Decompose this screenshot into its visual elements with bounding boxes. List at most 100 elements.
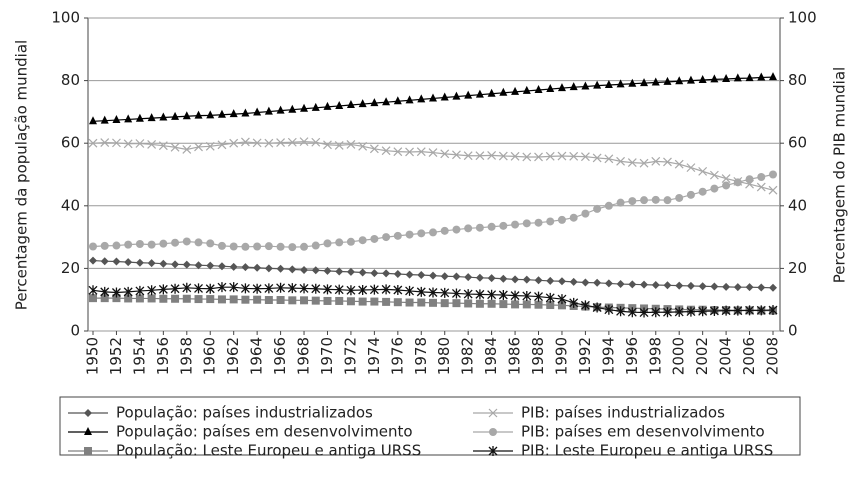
y2-tick-label: 20	[788, 259, 807, 277]
marker	[464, 224, 473, 233]
marker	[464, 299, 473, 308]
x-tick-label: 1974	[365, 337, 383, 375]
marker	[100, 138, 110, 147]
marker	[300, 265, 309, 274]
marker	[745, 305, 755, 316]
marker	[288, 265, 297, 274]
y-axis-label: Percentagem da população mundial	[13, 40, 31, 310]
marker	[346, 140, 356, 149]
marker	[627, 307, 637, 318]
marker	[405, 298, 414, 307]
marker	[604, 154, 614, 164]
marker	[475, 223, 484, 232]
x-tick-label: 1954	[130, 337, 148, 375]
marker	[229, 138, 239, 148]
marker	[89, 116, 97, 125]
marker	[393, 270, 402, 279]
marker	[194, 142, 203, 152]
marker	[323, 296, 332, 305]
marker	[358, 141, 368, 151]
marker	[135, 239, 144, 248]
marker	[757, 283, 766, 292]
marker	[311, 283, 321, 294]
marker	[475, 289, 485, 300]
marker	[769, 72, 777, 81]
marker	[217, 241, 226, 250]
marker	[358, 236, 367, 245]
marker	[593, 278, 602, 287]
marker	[241, 295, 250, 304]
marker	[604, 279, 613, 288]
marker	[475, 273, 484, 282]
marker	[698, 282, 707, 291]
legend-label: População: países industrializados	[116, 404, 373, 422]
marker	[511, 220, 520, 229]
marker	[159, 112, 168, 121]
marker	[334, 140, 344, 150]
marker	[135, 139, 145, 148]
plot-frame	[87, 17, 781, 332]
marker	[194, 110, 203, 119]
x-tick-label: 1982	[459, 337, 477, 375]
marker	[229, 282, 239, 293]
marker	[158, 284, 168, 295]
marker	[170, 283, 180, 294]
marker	[557, 301, 566, 310]
marker	[405, 147, 414, 157]
marker	[135, 294, 144, 303]
marker	[546, 276, 555, 285]
marker	[698, 74, 707, 83]
marker	[416, 286, 426, 297]
x-tick-label: 1998	[646, 337, 664, 375]
marker	[100, 257, 109, 266]
marker	[147, 285, 157, 296]
marker	[733, 178, 742, 187]
marker	[628, 197, 637, 206]
marker	[311, 296, 320, 305]
x-tick-label: 2006	[740, 337, 758, 375]
marker	[651, 307, 661, 318]
marker	[182, 294, 191, 303]
marker	[370, 269, 379, 278]
marker	[369, 284, 379, 295]
marker	[534, 276, 543, 285]
y2-tick-label: 60	[788, 134, 807, 152]
marker	[721, 305, 731, 316]
marker	[710, 282, 719, 291]
marker	[451, 288, 461, 299]
marker	[498, 151, 508, 161]
marker	[698, 187, 707, 196]
marker	[557, 151, 567, 161]
marker	[510, 290, 520, 301]
y-tick-label: 100	[51, 9, 80, 27]
x-tick-label: 1952	[107, 337, 125, 375]
marker	[722, 74, 731, 83]
marker	[276, 242, 285, 251]
legend-label: PIB: países industrializados	[521, 404, 725, 422]
marker	[182, 145, 192, 154]
marker	[88, 138, 98, 148]
marker	[487, 274, 496, 283]
marker	[405, 95, 414, 104]
marker	[569, 82, 578, 91]
marker	[721, 174, 731, 183]
marker	[604, 79, 613, 88]
marker	[510, 151, 520, 161]
marker	[440, 92, 449, 101]
x-tick-label: 1978	[412, 337, 430, 375]
marker	[487, 299, 496, 308]
marker	[300, 242, 309, 251]
marker	[276, 138, 286, 147]
marker	[229, 109, 238, 118]
x-tick-label: 1950	[84, 337, 102, 375]
marker	[194, 283, 203, 294]
marker	[534, 300, 543, 309]
marker	[159, 259, 168, 268]
marker	[768, 185, 778, 195]
x-tick-label: 2008	[764, 337, 782, 375]
marker	[229, 242, 238, 251]
legend-marker	[84, 447, 92, 455]
x-tick-label: 1996	[623, 337, 641, 375]
marker	[686, 75, 695, 84]
y-tick-label: 0	[70, 322, 80, 340]
